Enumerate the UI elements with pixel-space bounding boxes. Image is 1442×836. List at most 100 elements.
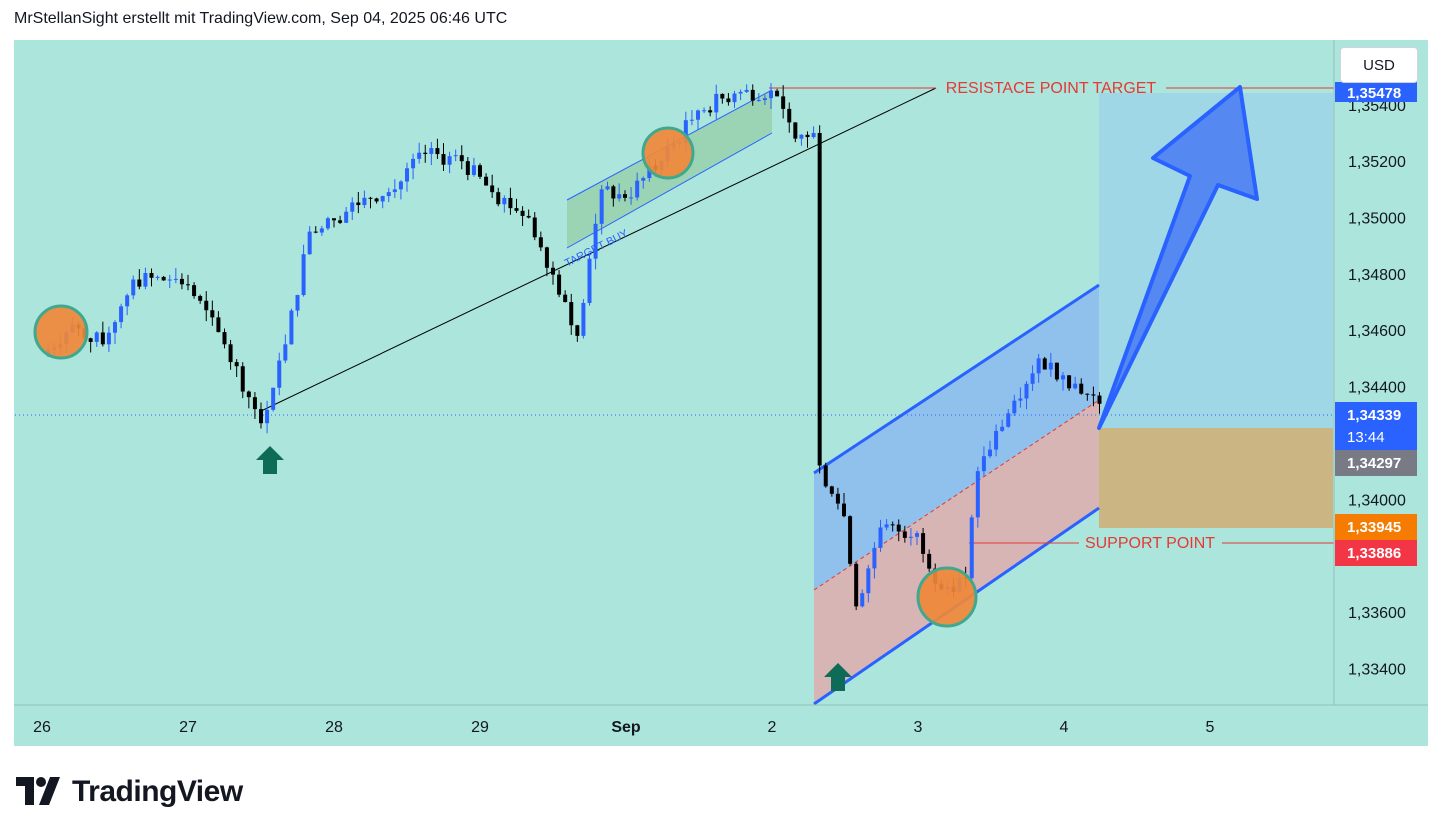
candle-body (526, 215, 531, 218)
candle-body (301, 254, 306, 296)
candle-body (1042, 358, 1047, 370)
candle-body (599, 189, 604, 224)
candle-body (429, 148, 434, 154)
orange-circle-marker (33, 304, 89, 360)
candle-body (100, 332, 105, 345)
entry-price-tag (1335, 450, 1417, 476)
candle-body (484, 176, 489, 186)
candle-body (732, 93, 737, 103)
candle-body (683, 120, 688, 143)
candle-body (465, 161, 470, 175)
candle-body (593, 223, 598, 259)
candle-body (453, 155, 458, 157)
candle-body (1085, 393, 1090, 395)
candle-body (119, 306, 124, 323)
channel-top-line[interactable] (813, 283, 1100, 475)
candle-body (689, 119, 694, 121)
candle-body (265, 409, 270, 424)
candle-body (350, 202, 355, 212)
candle-body (137, 279, 142, 287)
candle-body (587, 258, 592, 303)
candle-body (411, 158, 416, 169)
stop-price-text: 1,33945 (1347, 519, 1401, 536)
candle-body (866, 568, 871, 594)
candle-body (829, 486, 834, 494)
price-tick-label: 1,34000 (1348, 492, 1406, 509)
candle-body (94, 332, 99, 342)
candle-body (478, 165, 482, 177)
projection-arrow-icon (1097, 85, 1259, 430)
price-tick-label: 1,34800 (1348, 267, 1406, 284)
candle-body (569, 302, 574, 326)
candle-body (921, 533, 926, 554)
bar-countdown-text: 13:44 (1347, 429, 1385, 446)
candle-body (155, 276, 160, 278)
resistance-label: RESISTACE POINT TARGET (946, 80, 1157, 97)
candle-body (975, 471, 980, 518)
candle-body (338, 220, 343, 223)
candle-body (204, 300, 209, 311)
candle-body (386, 192, 391, 197)
currency-button[interactable]: USD (1340, 47, 1418, 83)
candle-body (762, 98, 767, 101)
time-tick-label: Sep (611, 719, 641, 736)
candle-body (611, 186, 616, 199)
channel-mid-line (813, 399, 1100, 591)
support-price-text: 1,33886 (1347, 545, 1401, 562)
candle-body (902, 531, 907, 538)
candle-body (502, 197, 507, 205)
candle-body (496, 192, 501, 205)
chart-frame[interactable]: RESISTACE POINT TARGET SUPPORT POINT TAR… (14, 40, 1428, 746)
support-label: SUPPORT POINT (1085, 535, 1215, 552)
candle-body (179, 278, 184, 285)
candle-body (781, 96, 786, 109)
candle-body (198, 296, 203, 301)
candle-body (362, 197, 367, 206)
candle-body (313, 231, 318, 233)
candle-body (252, 397, 257, 410)
candle-body (817, 132, 822, 466)
candle-body (769, 90, 773, 99)
candle-body (441, 154, 446, 165)
candle-body (756, 100, 761, 102)
candle-body (210, 310, 215, 318)
candle-body (915, 533, 919, 537)
orange-circle-marker (916, 566, 978, 628)
candle-body (750, 89, 755, 101)
candle-body (143, 273, 148, 287)
candle-body (605, 186, 610, 190)
candle-body (835, 493, 840, 504)
candle-body (374, 198, 379, 202)
candle-body (696, 110, 700, 120)
candle-body (544, 247, 549, 268)
candle-body (1073, 383, 1078, 389)
candle-body (131, 279, 136, 296)
candle-body (1036, 358, 1041, 374)
candle-body (878, 527, 883, 548)
candle-body (854, 563, 859, 607)
candle-body (222, 332, 227, 345)
price-tick-label: 1,34400 (1348, 380, 1406, 397)
candle-body (1061, 375, 1065, 380)
price-chart[interactable]: RESISTACE POINT TARGET SUPPORT POINT TAR… (14, 40, 1428, 746)
candle-body (277, 360, 282, 388)
candle-body (228, 344, 233, 363)
candle-body (344, 211, 349, 223)
candle-body (490, 185, 495, 193)
candle-body (319, 228, 324, 233)
candle-body (234, 362, 239, 367)
candle-body (811, 132, 816, 138)
candle-body (471, 165, 476, 175)
candle-body (799, 134, 804, 139)
tradingview-logo[interactable]: TradingView (16, 772, 243, 812)
candle-body (283, 344, 288, 361)
support-price-tag (1335, 540, 1417, 566)
time-axis[interactable]: 26 27 28 29 Sep 2 3 4 5 (33, 719, 1214, 736)
time-tick-label: 28 (325, 719, 343, 736)
stop-price-tag (1335, 514, 1417, 540)
candle-body (435, 148, 440, 155)
candle-body (551, 267, 555, 275)
candle-body (702, 110, 707, 112)
time-tick-label: 3 (914, 719, 923, 736)
candle-body (1097, 395, 1102, 404)
